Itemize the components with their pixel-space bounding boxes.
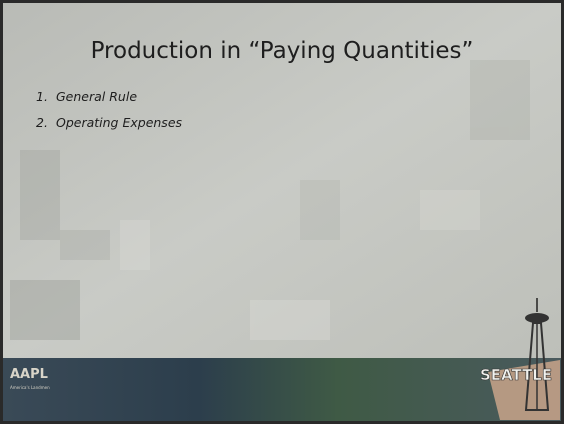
item-number: 2. bbox=[36, 115, 48, 130]
aapl-tagline: America's Landmen bbox=[10, 385, 50, 390]
item-text: General Rule bbox=[56, 89, 137, 104]
item-number: 1. bbox=[36, 89, 48, 104]
aapl-logo: AAPL bbox=[10, 367, 48, 382]
background bbox=[3, 3, 561, 358]
texture bbox=[10, 60, 530, 340]
slide-title: Production in “Paying Quantities” bbox=[91, 38, 474, 64]
seattle-logo: SEATTLE bbox=[480, 366, 552, 384]
footer-strip bbox=[3, 358, 561, 421]
space-needle bbox=[488, 298, 560, 420]
item-text: Operating Expenses bbox=[56, 115, 183, 130]
